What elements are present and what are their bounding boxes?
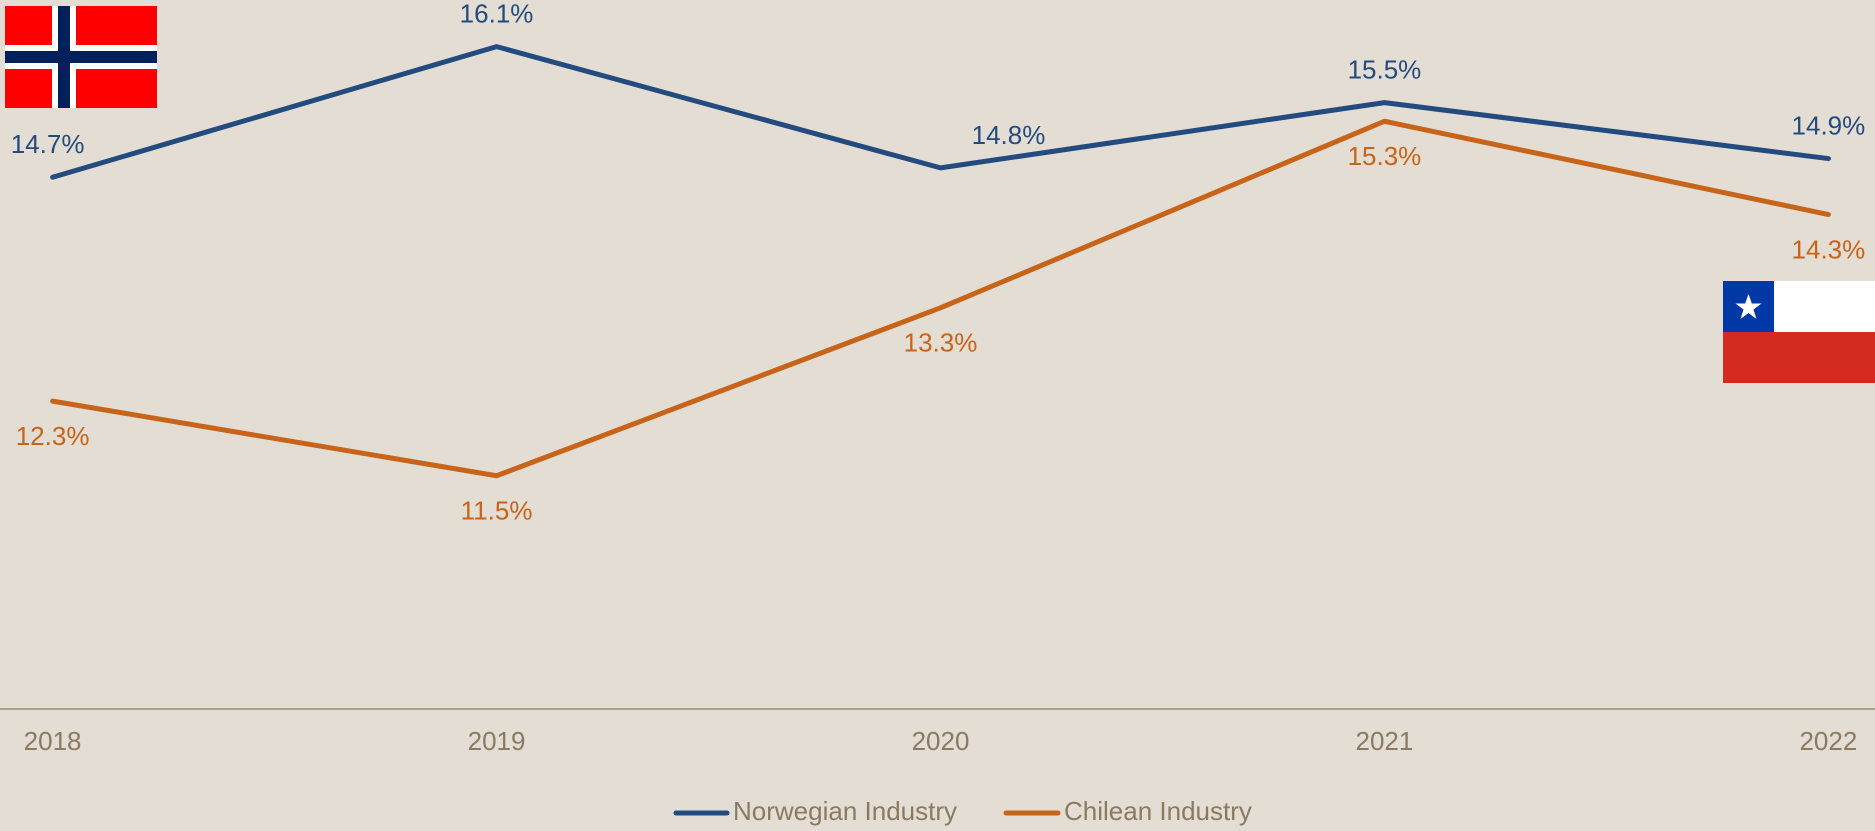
x-tick-label: 2018 [24,726,82,756]
x-tick-label: 2020 [912,726,970,756]
series-line [50,118,1831,479]
data-label: 15.5% [1348,54,1422,84]
data-label: 16.1% [460,0,534,28]
data-label: 11.5% [461,496,533,526]
data-label: 12.3% [16,421,90,451]
x-tick-label: 2019 [468,726,526,756]
data-label: 13.3% [904,328,978,358]
data-label: 14.9% [1792,110,1866,140]
data-label: 14.8% [972,120,1046,150]
data-label: 14.7% [11,129,85,159]
series-line [50,44,1831,180]
x-tick-label: 2022 [1799,726,1857,756]
x-tick-label: 2021 [1356,726,1414,756]
legend-label: Chilean Industry [1064,796,1252,826]
norway-flag [5,6,157,108]
data-label: 15.3% [1348,141,1422,171]
data-label: 14.3% [1792,234,1866,264]
chile-flag [1723,281,1875,383]
legend-label: Norwegian Industry [733,796,957,826]
